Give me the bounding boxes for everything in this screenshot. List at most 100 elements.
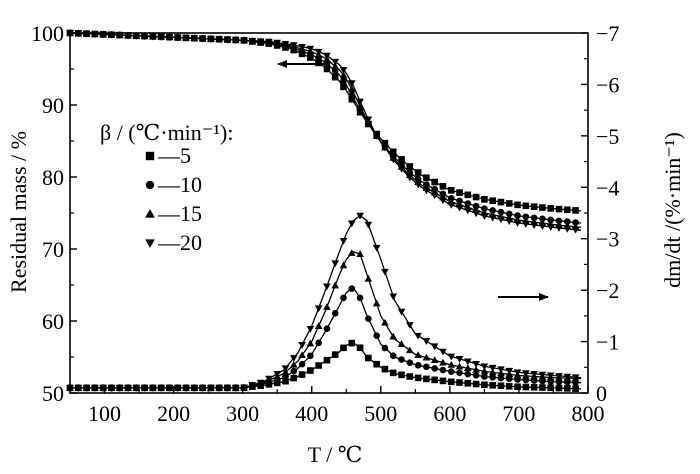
marker-square [539,384,546,391]
marker-square [423,375,430,383]
marker-triangle-down [364,116,373,124]
marker-triangle-down [347,220,356,228]
marker-triangle-up [480,367,489,375]
marker-triangle-up [339,71,348,79]
marker-triangle-up [472,365,480,373]
marker-circle [505,210,513,218]
y-left-tick-label: 50 [42,381,64,406]
marker-square [340,83,347,91]
marker-square [398,156,405,163]
series-line [70,341,582,390]
marker-triangle-down [497,366,505,374]
marker-triangle-up [488,368,497,376]
marker-square [414,374,422,382]
marker-triangle-up [356,102,364,110]
legend-entry-label: —5 [157,143,191,168]
marker-triangle-down [289,42,298,50]
legend-entry-5: —5 [145,143,191,168]
marker-triangle-down [464,207,472,215]
marker-circle [489,207,496,214]
marker-triangle-down [91,385,99,392]
marker-triangle-down [455,356,464,363]
y-left-tick-label: 60 [42,309,64,334]
marker-square [456,189,463,196]
marker-square [290,374,298,382]
marker-square [497,198,505,206]
marker-triangle-down [198,385,207,392]
marker-triangle-down [571,226,580,234]
marker-circle [348,285,356,292]
marker-triangle-down [289,355,298,362]
marker-triangle-down [140,385,149,392]
marker-triangle-down [389,293,398,301]
marker-square [505,382,513,390]
marker-circle [439,366,447,374]
series-left-20 [66,30,582,234]
marker-triangle-down [298,342,306,349]
marker-triangle-down [530,370,538,378]
marker-triangle-down [115,32,124,40]
marker-triangle-down [215,385,223,392]
marker-triangle-down [190,35,199,43]
marker-triangle-up [356,250,364,257]
marker-square [489,381,496,389]
marker-square [307,54,314,61]
legend-entry-15: —15 [145,201,202,226]
marker-triangle-down [522,221,530,228]
marker-circle [414,361,422,369]
y-left-tick-label: 70 [42,237,64,262]
marker-square [373,360,380,368]
marker-triangle-down [513,369,522,377]
marker-circle [331,309,339,317]
marker-circle [539,215,546,223]
marker-circle [307,352,314,360]
marker-square [298,371,306,378]
marker-square [522,202,530,210]
marker-circle [572,219,579,226]
marker-triangle-down [306,45,315,53]
y-right-tick-label: 0 [596,381,607,406]
marker-triangle-down [165,385,174,392]
marker-square [481,196,488,203]
marker-square [389,148,397,156]
marker-circle [563,218,571,225]
marker-triangle-down [182,385,190,392]
marker-triangle-up [347,85,356,93]
marker-square [145,151,155,161]
marker-circle [555,217,563,225]
y-right-tick-label: −5 [596,124,619,149]
x-tick-label: 300 [226,401,259,426]
marker-triangle-up [331,281,340,289]
marker-circle [340,294,347,302]
marker-square [431,376,438,384]
marker-triangle-down [124,32,132,40]
marker-triangle-up [455,362,464,370]
marker-circle [398,356,405,363]
marker-triangle-down [381,144,389,152]
marker-circle [472,372,480,379]
marker-triangle-down [215,36,223,44]
marker-triangle-down [298,44,306,51]
marker-square [340,344,347,352]
marker-triangle-up [347,249,356,256]
y-right-tick-label: −3 [596,227,619,252]
marker-triangle-up [339,261,348,269]
marker-triangle-down [265,375,273,383]
marker-square [555,384,563,392]
marker-square [381,365,389,373]
marker-circle [514,212,521,219]
marker-triangle-up [306,339,315,347]
marker-triangle-up [145,208,155,218]
marker-triangle-down [505,218,514,226]
x-tick-label: 100 [88,401,121,426]
x-tick-label: 600 [433,401,466,426]
marker-triangle-down [505,367,514,375]
marker-square [439,377,447,385]
marker-triangle-up [298,351,306,359]
marker-triangle-down [256,379,265,387]
marker-square [555,205,563,213]
tick-labels: 100 200 300 400 500 600 700 800 50 60 70 80 90 100 0 −1… [31,21,619,426]
marker-square [464,191,472,199]
marker-circle [373,332,380,339]
